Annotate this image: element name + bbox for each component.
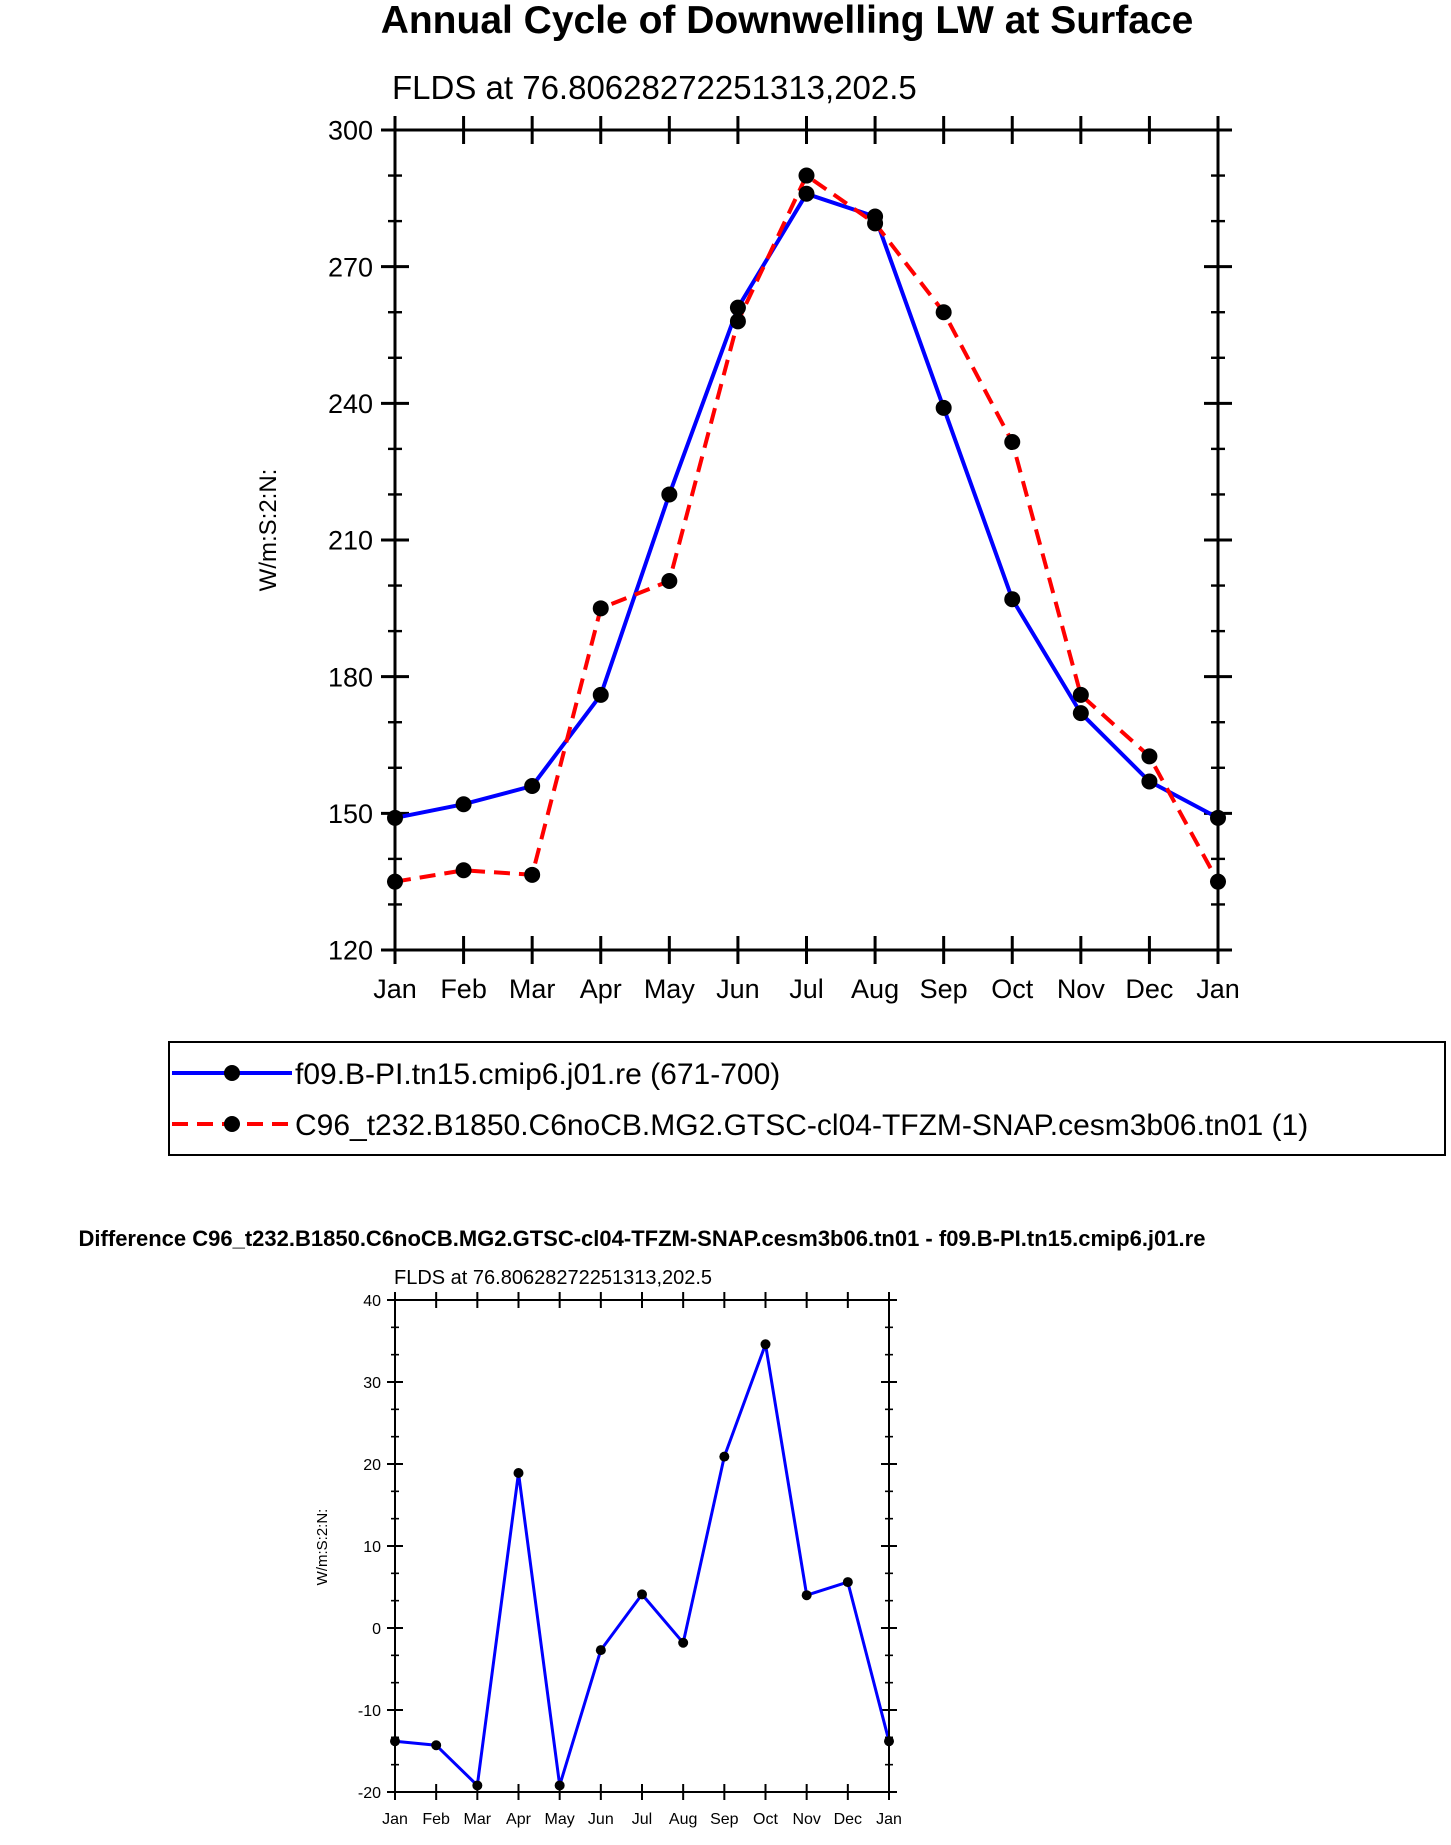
diff-ytick-label: 20	[363, 1457, 381, 1474]
diff-xtick-label: May	[545, 1811, 575, 1828]
top-point-s2-10	[1072, 686, 1089, 703]
top-ytick-label: 300	[328, 116, 373, 146]
legend-label-series-1: f09.B-PI.tn15.cmip6.j01.re (671-700)	[295, 1058, 780, 1091]
top-chart-subtitle: FLDS at 76.80628272251313,202.5	[392, 69, 917, 106]
diff-xtick-label: Oct	[753, 1811, 778, 1828]
diff-point-s1-11	[842, 1577, 853, 1588]
top-ytick-label: 270	[328, 252, 373, 282]
diff-point-s1-1	[431, 1740, 442, 1751]
diff-xtick-label: Apr	[506, 1811, 532, 1828]
top-ytick-label: 180	[328, 662, 373, 692]
top-xtick-label: Nov	[1057, 974, 1106, 1004]
diff-xtick-label: Jun	[588, 1811, 614, 1828]
top-point-s1-8	[935, 399, 952, 416]
diff-chart-title: Difference C96_t232.B1850.C6noCB.MG2.GTS…	[79, 1226, 1206, 1251]
top-point-s2-2	[524, 866, 541, 883]
diff-point-s1-5	[595, 1645, 606, 1656]
top-point-s2-6	[798, 167, 815, 184]
diff-chart-ylabel: W/m:S:2:N:	[314, 1509, 331, 1586]
top-point-s2-8	[935, 304, 952, 321]
top-xtick-label: Aug	[851, 974, 899, 1004]
diff-xtick-label: Sep	[710, 1811, 739, 1828]
top-point-s2-1	[455, 862, 472, 879]
legend-marker-series-1	[224, 1065, 240, 1081]
diff-xtick-label: Aug	[669, 1811, 697, 1828]
top-chart-title: Annual Cycle of Downwelling LW at Surfac…	[381, 0, 1194, 42]
diff-ytick-label: -10	[358, 1703, 381, 1720]
diff-xtick-label: Feb	[422, 1811, 450, 1828]
top-point-s1-4	[661, 486, 678, 503]
top-ytick-label: 240	[328, 389, 373, 419]
legend-box	[168, 1041, 1446, 1156]
diff-point-s1-6	[637, 1589, 647, 1600]
top-point-s1-9	[1004, 591, 1021, 608]
diff-ytick-label: -20	[358, 1785, 381, 1802]
top-chart: Annual Cycle of Downwelling LW at Surfac…	[255, 0, 1240, 1004]
top-point-s2-11	[1141, 748, 1158, 765]
diff-xtick-label: Jan	[876, 1811, 902, 1828]
top-point-s2-5	[729, 313, 746, 330]
top-xtick-label: Feb	[440, 974, 487, 1004]
top-plot-frame	[393, 128, 1220, 952]
top-point-s2-4	[661, 573, 678, 589]
top-series-line-2	[394, 173, 1220, 884]
diff-xtick-label: Dec	[834, 1811, 862, 1828]
diff-point-s1-3	[513, 1468, 524, 1479]
top-point-s1-11	[1141, 773, 1158, 790]
top-xtick-label: Oct	[991, 974, 1034, 1004]
diff-point-s1-7	[678, 1637, 689, 1648]
diff-ytick-label: 40	[363, 1293, 381, 1310]
top-point-s1-5	[729, 299, 746, 316]
top-point-s1-3	[592, 686, 609, 703]
top-xtick-label: Mar	[509, 974, 556, 1004]
legend-marker-series-2	[224, 1116, 240, 1132]
top-xtick-label: Dec	[1125, 974, 1173, 1004]
diff-xtick-label: Jul	[632, 1811, 652, 1828]
diff-ytick-label: 10	[363, 1539, 381, 1556]
top-point-s1-1	[455, 796, 472, 813]
diff-series-line-1	[394, 1342, 891, 1787]
diff-xtick-label: Mar	[464, 1811, 492, 1828]
diff-point-s1-9	[760, 1339, 771, 1350]
top-ytick-label: 150	[328, 799, 373, 829]
diff-point-s1-4	[554, 1780, 565, 1791]
top-point-s1-10	[1072, 705, 1089, 722]
top-point-s2-9	[1004, 434, 1021, 451]
diff-chart-subtitle: FLDS at 76.80628272251313,202.5	[394, 1267, 712, 1289]
top-chart-ylabel: W/m:S:2:N:	[255, 469, 282, 592]
top-xtick-label: Apr	[580, 974, 622, 1004]
top-xtick-label: Sep	[920, 974, 968, 1004]
top-point-s2-3	[592, 600, 609, 617]
top-series-line-1	[394, 191, 1219, 820]
top-point-s2-7	[867, 215, 884, 232]
diff-point-s1-8	[719, 1451, 730, 1462]
diff-chart: Difference C96_t232.B1850.C6noCB.MG2.GTS…	[79, 1226, 1206, 1828]
diff-xtick-label: Nov	[792, 1811, 820, 1828]
diff-xtick-label: Jan	[382, 1811, 408, 1828]
top-ytick-label: 210	[328, 526, 373, 556]
top-ytick-label: 120	[328, 936, 373, 966]
diff-point-s1-10	[801, 1590, 812, 1601]
legend: f09.B-PI.tn15.cmip6.j01.re (671-700) C96…	[168, 1041, 1446, 1156]
legend-label-series-2: C96_t232.B1850.C6noCB.MG2.GTSC-cl04-TFZM…	[295, 1109, 1308, 1142]
diff-point-s1-2	[472, 1780, 483, 1791]
diff-ytick-label: 0	[372, 1621, 381, 1638]
top-xtick-label: May	[644, 974, 696, 1004]
top-xtick-label: Jun	[716, 974, 760, 1004]
top-xtick-label: Jan	[1196, 974, 1240, 1004]
diff-ytick-label: 30	[363, 1375, 381, 1392]
top-xtick-label: Jan	[373, 974, 417, 1004]
top-point-s1-2	[524, 778, 541, 794]
top-point-s1-6	[798, 185, 815, 202]
top-xtick-label: Jul	[789, 974, 824, 1004]
diff-plot-frame	[394, 1299, 890, 1793]
